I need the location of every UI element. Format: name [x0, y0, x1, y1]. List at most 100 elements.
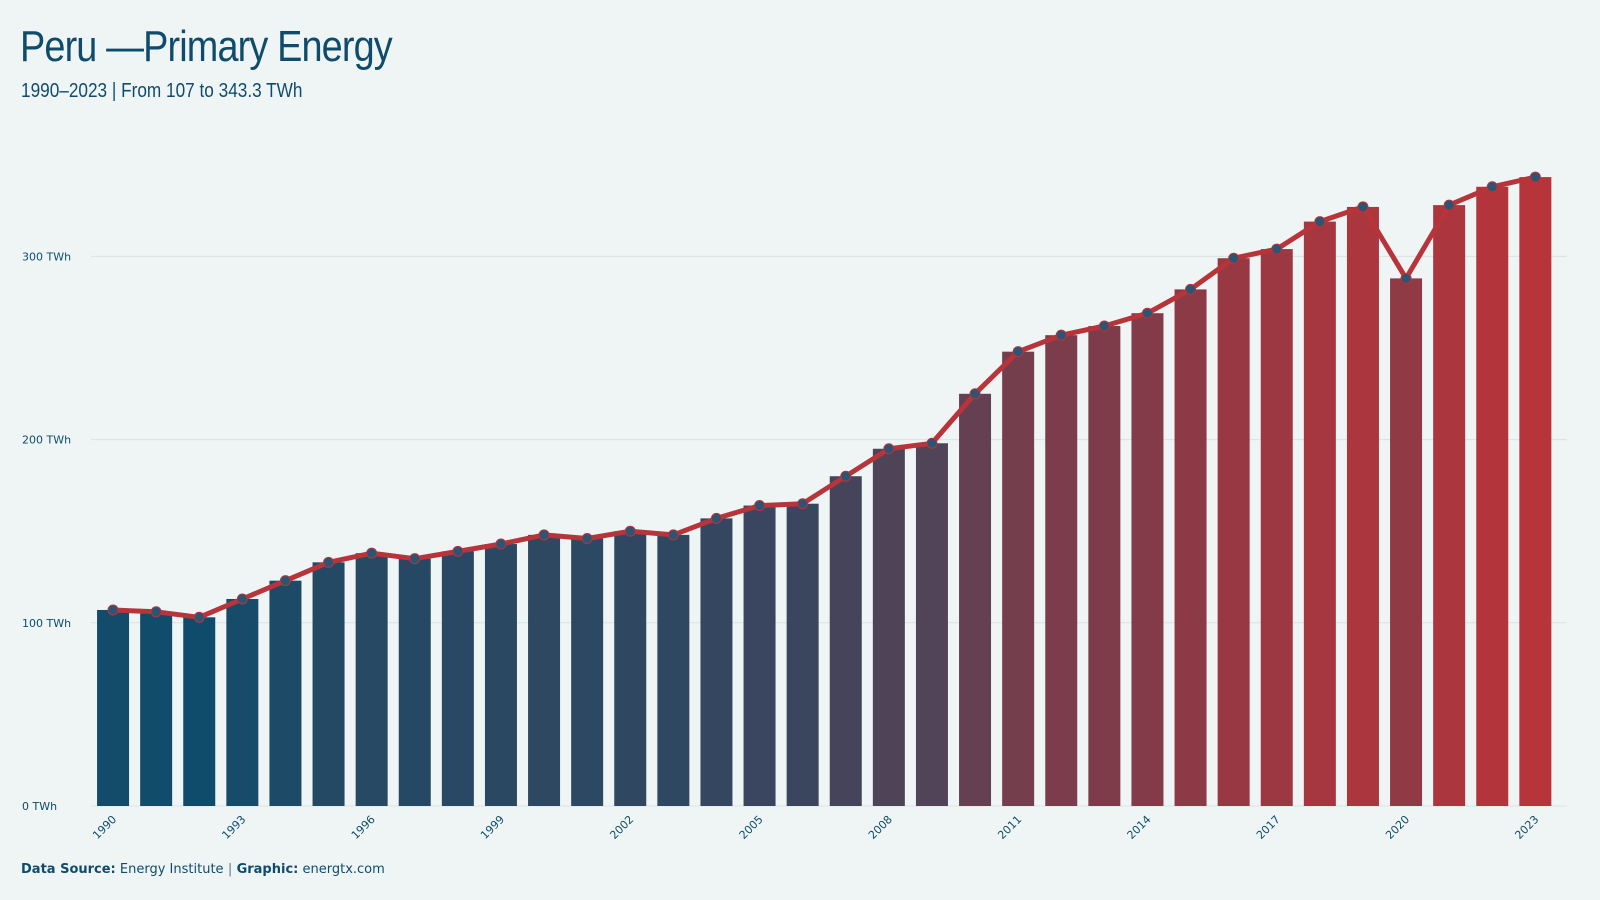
- bar-2021: [1433, 205, 1466, 806]
- bar-2017: [1260, 249, 1293, 806]
- trend-line-path: [110, 174, 1538, 620]
- bar-2009: [915, 443, 948, 806]
- bar-2011: [1002, 351, 1035, 806]
- point-2019: [1357, 201, 1369, 213]
- bar-2010: [959, 393, 992, 806]
- x-tick-label: 2011: [995, 813, 1024, 842]
- x-tick-label: 1990: [90, 813, 119, 842]
- x-tick-label: 2005: [737, 813, 766, 842]
- bar-2020: [1390, 278, 1423, 806]
- y-tick-label: 100 TWh: [22, 617, 71, 630]
- bar-2012: [1045, 335, 1078, 806]
- point-2002: [624, 525, 636, 537]
- bar-2019: [1346, 206, 1379, 806]
- point-1990: [107, 604, 119, 616]
- bar-1997: [398, 558, 431, 806]
- point-2012: [1055, 329, 1067, 341]
- point-2004: [710, 512, 722, 524]
- x-tick-label: 2014: [1125, 813, 1154, 842]
- point-2020: [1400, 272, 1412, 284]
- bar-2001: [571, 538, 604, 806]
- chart-title: Peru —Primary Energy: [20, 22, 393, 71]
- bar-1995: [312, 562, 345, 806]
- data-points: [107, 171, 1541, 623]
- y-tick-label: 300 TWh: [22, 250, 71, 263]
- bar-2013: [1088, 326, 1121, 806]
- point-2003: [667, 529, 679, 541]
- point-1996: [366, 547, 378, 559]
- point-2016: [1228, 252, 1240, 264]
- x-tick-label: 2017: [1254, 813, 1283, 842]
- point-1993: [236, 593, 248, 605]
- source-label: Data Source:: [21, 862, 116, 877]
- point-2010: [969, 388, 981, 400]
- point-2017: [1271, 243, 1283, 255]
- bar-1991: [140, 611, 173, 806]
- y-axis-ticks: 0 TWh 100 TWh 200 TWh 300 TWh: [22, 250, 71, 813]
- bar-2023: [1519, 177, 1552, 806]
- point-2022: [1486, 181, 1498, 193]
- point-2021: [1443, 199, 1455, 211]
- bar-1993: [226, 598, 259, 806]
- bar-1990: [97, 609, 130, 806]
- bar-2003: [657, 534, 690, 806]
- bar-1999: [484, 544, 517, 806]
- gridlines: [91, 255, 1567, 807]
- x-tick-label: 2023: [1512, 813, 1541, 842]
- bars: [97, 177, 1552, 807]
- point-2000: [538, 529, 550, 541]
- graphic-value: energtx.com: [302, 862, 385, 877]
- point-1998: [452, 545, 464, 557]
- point-2005: [754, 500, 766, 512]
- bar-2008: [872, 448, 905, 806]
- point-2007: [840, 470, 852, 482]
- point-2008: [883, 443, 895, 455]
- point-2014: [1141, 307, 1153, 319]
- bar-2007: [829, 476, 862, 806]
- y-tick-label: 0 TWh: [22, 800, 57, 813]
- chart-subtitle: 1990–2023 | From 107 to 343.3 TWh: [21, 80, 303, 102]
- source-value: Energy Institute: [119, 862, 224, 877]
- bar-2006: [786, 503, 819, 806]
- point-1997: [409, 553, 421, 565]
- bar-2004: [700, 518, 733, 806]
- point-1992: [193, 611, 205, 623]
- x-tick-label: 2008: [866, 813, 895, 842]
- bar-1992: [183, 617, 216, 806]
- x-tick-label: 2020: [1383, 813, 1412, 842]
- y-tick-label: 200 TWh: [22, 434, 71, 447]
- x-axis-ticks: 1990 1993 1996 1999 2002 2005 2008 2011 2014 2017…: [90, 813, 1541, 842]
- bar-1996: [355, 553, 388, 806]
- bar-2022: [1476, 186, 1509, 806]
- bar-2015: [1174, 289, 1207, 807]
- bar-1994: [269, 580, 302, 806]
- point-2009: [926, 437, 938, 449]
- point-1999: [495, 538, 507, 550]
- bar-2005: [743, 505, 776, 806]
- point-2018: [1314, 216, 1326, 228]
- x-tick-label: 1996: [349, 813, 378, 842]
- point-2001: [581, 533, 593, 545]
- trend-line: [110, 174, 1538, 620]
- bar-2016: [1217, 258, 1250, 806]
- point-2011: [1012, 346, 1024, 358]
- bar-2002: [614, 531, 647, 806]
- x-tick-label: 1993: [219, 813, 248, 842]
- point-2023: [1529, 171, 1541, 183]
- footer-credits: Data Source: Energy Institute | Graphic:…: [21, 862, 385, 877]
- bar-2018: [1303, 221, 1336, 807]
- graphic-label: Graphic:: [236, 862, 299, 877]
- x-tick-label: 2002: [607, 813, 636, 842]
- point-2006: [797, 498, 809, 510]
- bar-1998: [441, 551, 474, 806]
- bar-2014: [1131, 313, 1164, 806]
- bar-2000: [528, 534, 561, 806]
- point-1994: [279, 575, 291, 587]
- x-tick-label: 1999: [478, 813, 507, 842]
- footer-separator: |: [227, 862, 233, 877]
- point-1995: [323, 556, 335, 568]
- point-2013: [1098, 320, 1110, 332]
- point-2015: [1185, 283, 1197, 295]
- point-1991: [150, 606, 162, 618]
